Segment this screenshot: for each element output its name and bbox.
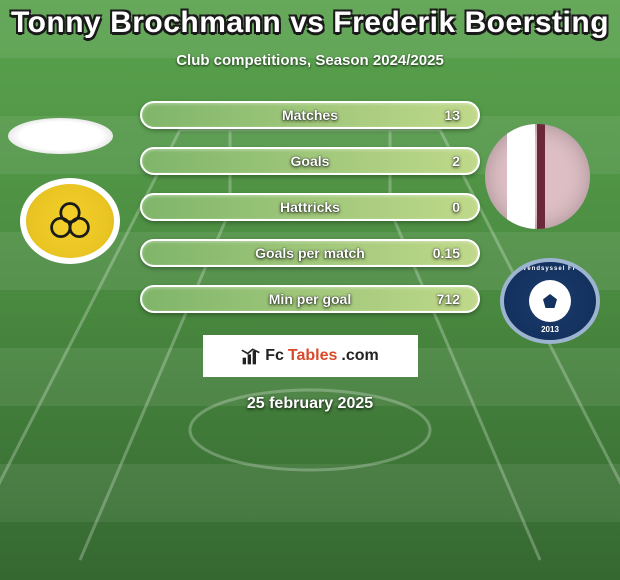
page-title: Tonny Brochmann vs Frederik Boersting (0, 6, 620, 40)
player-avatar-left (8, 118, 113, 154)
stat-bar: Goals 2 (140, 147, 480, 175)
subtitle: Club competitions, Season 2024/2025 (0, 52, 620, 69)
stat-label: Min per goal (269, 291, 351, 307)
brand-text-c: .com (341, 347, 378, 365)
club-right-name: Vendsyssel FF (504, 266, 596, 272)
stat-value: 712 (437, 291, 460, 307)
stat-bar: Min per goal 712 (140, 285, 480, 313)
brand-box[interactable]: FcTables.com (203, 335, 418, 377)
club-right-year: 2013 (504, 325, 596, 334)
stat-label: Hattricks (280, 199, 340, 215)
club-badge-left (20, 178, 120, 264)
stat-bar: Matches 13 (140, 101, 480, 129)
soccer-ball-icon (529, 280, 571, 322)
brand-text-b: Tables (288, 347, 338, 365)
club-badge-right: Vendsyssel FF 2013 (500, 258, 600, 344)
brand-text-a: Fc (265, 347, 284, 365)
stat-label: Goals (291, 153, 330, 169)
stat-bar: Hattricks 0 (140, 193, 480, 221)
stat-value: 2 (452, 153, 460, 169)
stat-label: Matches (282, 107, 338, 123)
stat-label: Goals per match (255, 245, 365, 261)
stats-bars: Matches 13 Goals 2 Hattricks 0 Goals per match… (140, 101, 480, 313)
stat-value: 0 (452, 199, 460, 215)
stat-value: 13 (444, 107, 460, 123)
date-text: 25 february 2025 (0, 395, 620, 413)
player-avatar-right (485, 124, 590, 229)
stat-value: 0.15 (433, 245, 460, 261)
chart-icon (241, 346, 261, 366)
stat-bar: Goals per match 0.15 (140, 239, 480, 267)
